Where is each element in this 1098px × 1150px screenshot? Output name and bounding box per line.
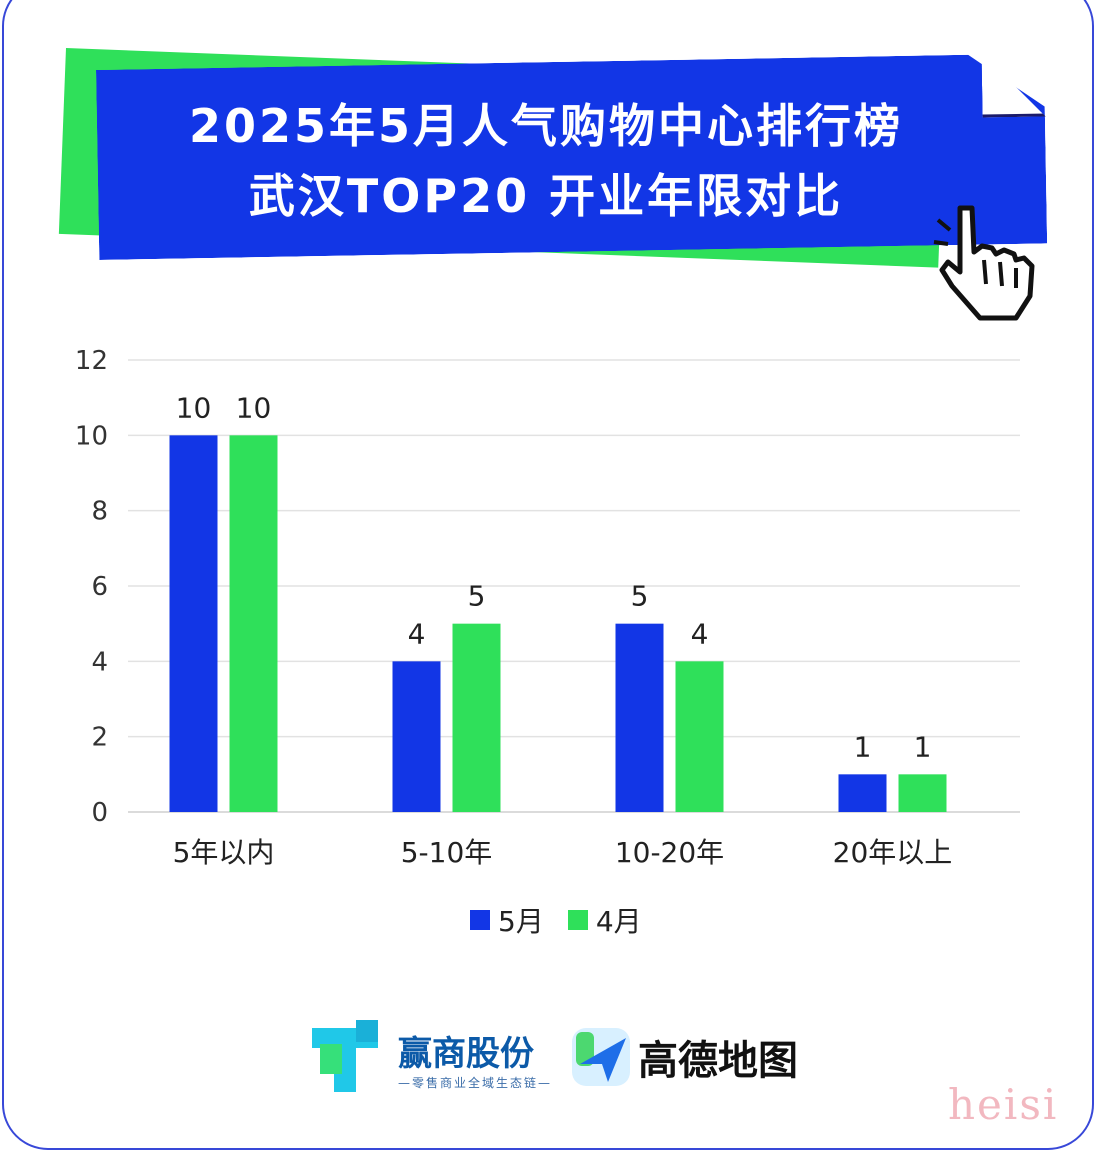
y-tick-label: 6 [91,572,108,602]
data-label: 10 [176,391,212,424]
bar [675,661,724,812]
bar [169,435,218,812]
bar [452,623,501,812]
title-line-1: 2025年5月人气购物中心排行榜 [188,99,904,153]
amap-logo-icon [572,1028,630,1086]
brand-yingshang: 赢商股份 [398,1034,534,1074]
y-tick-label: 4 [91,647,108,677]
legend-swatch-may [470,910,490,930]
y-tick-label: 8 [91,497,108,527]
brand-yingshang-slogan: —零售商业全域生态链— [398,1076,553,1090]
bar [898,774,947,812]
y-tick-label: 10 [75,421,108,451]
pointer-hand-icon [933,205,1035,321]
y-tick-label: 12 [75,346,108,376]
legend-swatch-april [567,910,588,930]
bar [392,661,441,812]
data-label: 4 [691,617,709,650]
yingshang-logo-icon [312,1020,378,1092]
y-tick-label: 2 [91,723,108,753]
y-tick-label: 0 [91,798,108,828]
legend-label-may: 5月 [498,905,544,938]
legend: 5月 4月 [470,900,658,940]
data-label: 1 [914,730,932,763]
data-label: 1 [854,730,872,763]
data-label: 5 [631,580,649,613]
watermark: heisi [948,1080,1059,1129]
x-category-label: 20年以上 [833,836,953,869]
brand-amap: 高德地图 [638,1038,798,1084]
bar [838,774,887,812]
x-category-label: 5年以内 [173,836,275,869]
bar [615,623,664,812]
x-category-label: 5-10年 [401,836,493,869]
footer-logos: 赢商股份 —零售商业全域生态链— 高德地图 [306,1018,826,1098]
legend-label-april: 4月 [595,905,642,938]
data-label: 10 [236,391,272,424]
x-category-label: 10-20年 [615,836,724,869]
data-label: 5 [468,580,486,613]
data-label: 4 [408,617,426,650]
bar [229,435,278,812]
title-line-2: 武汉TOP20 开业年限对比 [248,169,844,223]
